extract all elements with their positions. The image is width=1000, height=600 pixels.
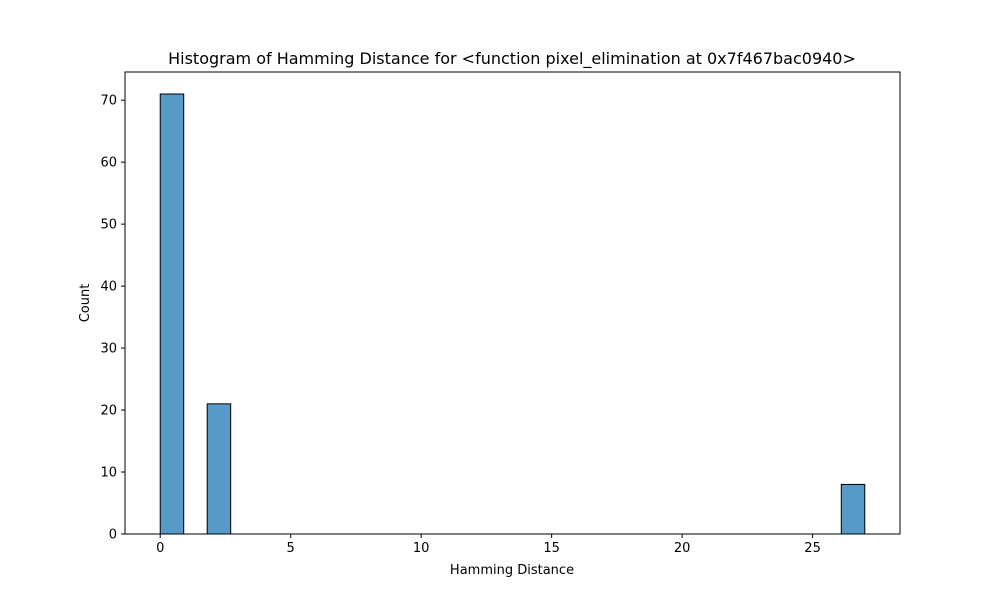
histogram-bar — [159, 93, 185, 535]
y-tick-label: 20 — [100, 404, 117, 419]
x-tick-label: 0 — [156, 541, 164, 556]
histogram-bar — [840, 483, 866, 535]
x-tick-label: 20 — [674, 541, 691, 556]
y-tick-label: 0 — [109, 528, 117, 543]
x-axis-label: Hamming Distance — [450, 563, 574, 578]
y-tick-label: 10 — [100, 466, 117, 481]
x-tick-label: 10 — [413, 541, 430, 556]
x-tick-label: 15 — [543, 541, 560, 556]
bars-group — [159, 93, 866, 535]
y-axis-ticks: 0 10 20 30 40 50 60 70 — [100, 94, 125, 543]
x-tick-label: 25 — [804, 541, 821, 556]
y-tick-label: 70 — [100, 94, 117, 109]
chart-title: Histogram of Hamming Distance for <funct… — [168, 49, 856, 69]
y-axis-label: Count — [78, 284, 93, 323]
histogram-bar — [206, 403, 232, 535]
y-tick-label: 40 — [100, 280, 117, 295]
y-tick-label: 30 — [100, 342, 117, 357]
plot-frame — [124, 71, 901, 535]
x-axis-ticks: 0 5 10 15 20 25 — [156, 534, 821, 556]
y-tick-label: 60 — [100, 156, 117, 171]
y-tick-label: 50 — [100, 218, 117, 233]
x-tick-label: 5 — [287, 541, 295, 556]
